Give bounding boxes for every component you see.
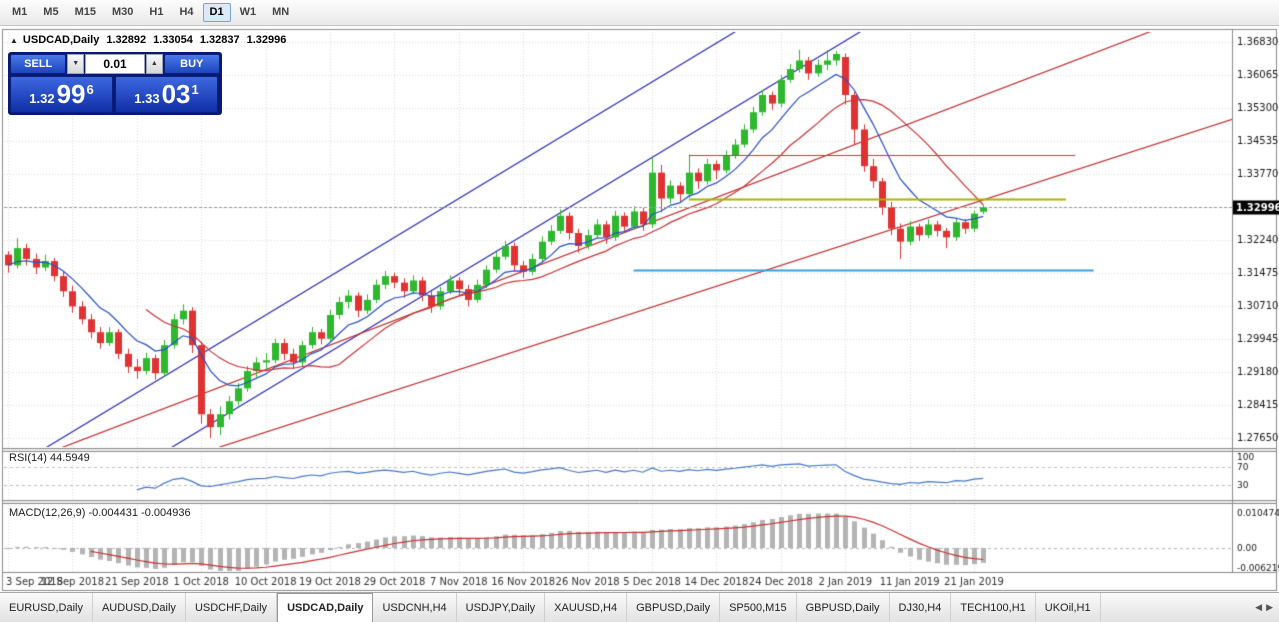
- chart-window: ▲ USDCAD,Daily 1.32892 1.33054 1.32837 1…: [0, 26, 1279, 592]
- ask-price-pips: 03: [161, 79, 191, 109]
- timeframe-toolbar: M1 M5 M15 M30 H1 H4 D1 W1 MN: [0, 0, 1279, 26]
- symbol-tab-gbpusd[interactable]: GBPUSD,Daily: [797, 593, 890, 622]
- symbol-tab-tech100[interactable]: TECH100,H1: [951, 593, 1036, 622]
- chart-title: ▲ USDCAD,Daily 1.32892 1.33054 1.32837 1…: [10, 34, 286, 46]
- volume-input[interactable]: [85, 54, 145, 74]
- ask-price-prefix: 1.33: [134, 91, 160, 106]
- timeframe-button-m15[interactable]: M15: [74, 6, 96, 18]
- symbol-tab-xauusd[interactable]: XAUUSD,H4: [545, 593, 628, 622]
- symbol-tab-usdcad[interactable]: USDCAD,Daily: [277, 593, 374, 622]
- timeframe-button-w1[interactable]: W1: [239, 6, 257, 18]
- symbol-tab-gbpusd[interactable]: GBPUSD,Daily: [627, 593, 721, 622]
- timeframe-button-m5[interactable]: M5: [43, 6, 59, 18]
- macd-indicator-label: MACD(12,26,9) -0.004431 -0.004936: [9, 507, 191, 519]
- symbol-tab-usdjpy[interactable]: USDJPY,Daily: [457, 593, 546, 622]
- ohlc-low-value: 1.32837: [199, 34, 240, 46]
- timeframe-button-m30[interactable]: M30: [111, 6, 134, 18]
- rsi-indicator-label: RSI(14) 44.5949: [9, 452, 90, 464]
- timeframe-button-h4[interactable]: H4: [179, 6, 194, 18]
- bid-price-point: 6: [86, 82, 94, 97]
- price-chart-canvas[interactable]: [0, 26, 1279, 592]
- tab-scroll-right-button[interactable]: ▶: [1266, 602, 1273, 612]
- bid-price-pips: 99: [56, 79, 86, 109]
- symbol-tab-ukoil[interactable]: UKOil,H1: [1036, 593, 1101, 622]
- sell-button[interactable]: SELL: [10, 54, 67, 74]
- timeframe-button-m1[interactable]: M1: [12, 6, 28, 18]
- timeframe-button-d1[interactable]: D1: [202, 3, 231, 22]
- collapse-trade-panel-icon[interactable]: ▲: [10, 35, 18, 45]
- symbol-tab-sp500[interactable]: SP500,M15: [720, 593, 797, 622]
- sell-price-button[interactable]: 1.32 99 6: [10, 76, 113, 113]
- timeframe-button-h1[interactable]: H1: [149, 6, 164, 18]
- trade-panel-prices: 1.32 99 6 1.33 03 1: [10, 76, 220, 113]
- ohlc-open-value: 1.32892: [106, 34, 147, 46]
- volume-up-icon[interactable]: ▲: [146, 54, 163, 74]
- symbol-tab-audusd[interactable]: AUDUSD,Daily: [93, 593, 186, 622]
- symbol-tab-dj30[interactable]: DJ30,H4: [890, 593, 952, 622]
- symbol-tab-usdchf[interactable]: USDCHF,Daily: [186, 593, 278, 622]
- ohlc-high-value: 1.33054: [153, 34, 193, 46]
- tab-scroll-left-button[interactable]: ◀: [1255, 602, 1263, 612]
- symbol-tab-usdcnh[interactable]: USDCNH,H4: [373, 593, 457, 622]
- volume-dropdown-icon[interactable]: ▼: [67, 54, 84, 74]
- trade-panel-controls: SELL ▼ ▲ BUY: [10, 54, 220, 74]
- ask-price-point: 1: [191, 82, 199, 97]
- symbol-tab-bar: EURUSD,Daily AUDUSD,Daily USDCHF,Daily USDC…: [0, 592, 1279, 622]
- chart-symbol-label: USDCAD,Daily: [22, 34, 100, 46]
- ohlc-close-value: 1.32996: [246, 34, 287, 46]
- bid-price-prefix: 1.32: [29, 91, 55, 106]
- tab-scroll-arrows: ◀ ▶: [1249, 593, 1279, 622]
- buy-price-button[interactable]: 1.33 03 1: [115, 76, 218, 113]
- symbol-tab-eurusd[interactable]: EURUSD,Daily: [0, 593, 93, 622]
- buy-button[interactable]: BUY: [163, 54, 220, 74]
- timeframe-button-mn[interactable]: MN: [272, 6, 290, 18]
